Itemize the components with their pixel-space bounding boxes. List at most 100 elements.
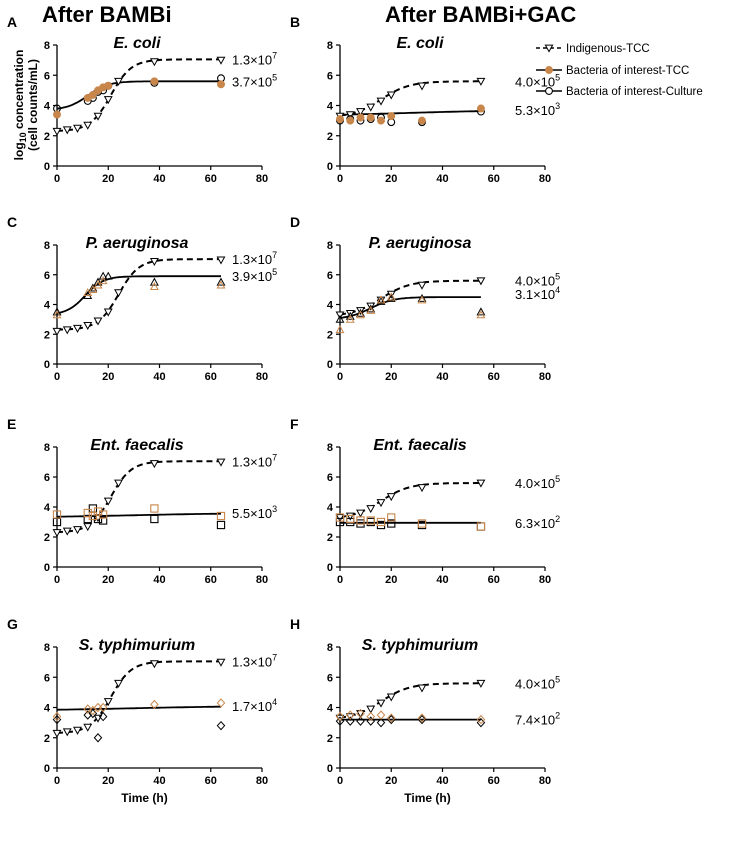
annotation-bacteria-exponent: 3 [272, 504, 277, 514]
tcc-point [418, 116, 426, 125]
y-tick-label: 0 [327, 763, 333, 775]
tcc-point [217, 80, 225, 89]
annotation-bacteria-exponent: 4 [555, 285, 560, 295]
annotation-bacteria-base: 3.1×10 [515, 287, 555, 302]
x-tick-label: 60 [205, 371, 217, 383]
annotation-indigenous-base: 1.3×10 [232, 454, 272, 469]
x-tick-label: 20 [102, 574, 114, 586]
tcc-point [53, 110, 61, 119]
y-tick-label: 2 [44, 733, 50, 745]
panel-letter: G [7, 616, 18, 632]
y-tick-label: 0 [44, 359, 50, 371]
column-title-after-bambi: After BAMBi [42, 2, 172, 27]
tcc-point [88, 284, 98, 294]
panel-letter: C [7, 214, 17, 230]
annotation-indigenous-base: 1.3×10 [232, 654, 272, 669]
tcc-point [335, 711, 345, 722]
indigenous-point [83, 321, 93, 330]
x-tick-label: 40 [153, 775, 165, 787]
culture-point [386, 293, 396, 302]
x-tick-label: 0 [54, 775, 60, 787]
tcc-point [336, 115, 344, 124]
annotation-indigenous-base: 4.0×10 [515, 676, 555, 691]
annotation-bacteria: 7.4×102 [515, 711, 560, 728]
annotation-bacteria-base: 3.7×10 [232, 74, 272, 89]
annotation-bacteria-base: 7.4×10 [515, 713, 555, 728]
culture-point [387, 519, 396, 528]
y-tick-label: 4 [44, 502, 51, 514]
y-tick-label: 6 [44, 472, 50, 484]
annotation-indigenous-base: 4.0×10 [515, 74, 555, 89]
tcc-point [376, 710, 386, 720]
x-tick-label: 40 [436, 371, 448, 383]
indigenous-point [216, 256, 226, 265]
indigenous-point [417, 281, 427, 290]
tcc-point [366, 711, 376, 722]
tcc-point [216, 698, 226, 708]
indigenous-point [62, 728, 72, 737]
indigenous-point [476, 479, 486, 488]
annotation-bacteria: 1.7×104 [232, 697, 277, 714]
annotation-bacteria-exponent: 2 [555, 711, 560, 721]
annotation-bacteria-exponent: 5 [272, 267, 277, 277]
y-tick-label: 8 [327, 642, 333, 654]
annotation-bacteria-exponent: 3 [555, 101, 560, 111]
tcc-point [376, 295, 386, 304]
culture-point [376, 296, 386, 305]
indigenous-point [216, 458, 226, 467]
tcc-point [98, 702, 108, 713]
indigenous-point [93, 112, 103, 121]
indigenous-fit-line [56, 460, 221, 534]
tcc-point [335, 513, 345, 522]
y-axis-label-log: log [12, 142, 26, 160]
culture-point [356, 308, 365, 317]
annotation-indigenous-exponent: 5 [555, 72, 560, 82]
y-tick-label: 8 [327, 240, 333, 252]
annotation-bacteria: 5.3×103 [515, 101, 560, 118]
culture-point [216, 520, 226, 530]
y-tick-label: 0 [327, 562, 333, 574]
indigenous-point [52, 327, 62, 336]
x-tick-label: 60 [488, 371, 500, 383]
x-tick-label: 0 [54, 574, 60, 586]
panel-title: S. typhimurium [362, 637, 478, 654]
annotation-indigenous: 1.3×107 [232, 652, 277, 669]
panel-title: S. typhimurium [79, 637, 195, 654]
tcc-point [366, 516, 375, 525]
culture-point [335, 716, 345, 726]
indigenous-point [149, 257, 159, 266]
tcc-point [150, 699, 159, 710]
indigenous-point [62, 326, 72, 335]
panel-letter: D [290, 214, 300, 230]
annotation-bacteria-exponent: 4 [272, 697, 277, 707]
annotation-indigenous: 1.3×107 [232, 50, 277, 67]
culture-point [52, 307, 62, 316]
x-tick-label: 0 [337, 574, 343, 586]
indigenous-point [376, 97, 386, 106]
x-tick-label: 20 [102, 173, 114, 185]
culture-point [356, 716, 365, 726]
annotation-bacteria-base: 5.3×10 [515, 103, 555, 118]
legend-label: Indigenous-TCC [566, 43, 650, 55]
indigenous-point [103, 96, 113, 105]
bacteria-fit-line [340, 110, 481, 116]
culture-point [103, 271, 113, 280]
tcc-point [417, 713, 427, 723]
annotation-bacteria-exponent: 5 [272, 72, 277, 82]
culture-point [417, 714, 427, 725]
x-tick-label: 40 [436, 775, 448, 787]
indigenous-point [417, 684, 427, 693]
x-tick-label: 20 [385, 173, 397, 185]
y-tick-label: 4 [44, 703, 51, 715]
tcc-point [150, 77, 159, 86]
indigenous-point [114, 679, 123, 688]
y-tick-label: 6 [327, 672, 333, 684]
x-axis-label: Time (h) [404, 791, 450, 805]
x-tick-label: 0 [337, 775, 343, 787]
x-tick-label: 60 [205, 173, 217, 185]
y-tick-label: 4 [44, 101, 51, 113]
indigenous-point [476, 679, 486, 688]
tcc-point [417, 295, 427, 304]
indigenous-point [93, 317, 103, 326]
tcc-point [386, 713, 396, 723]
